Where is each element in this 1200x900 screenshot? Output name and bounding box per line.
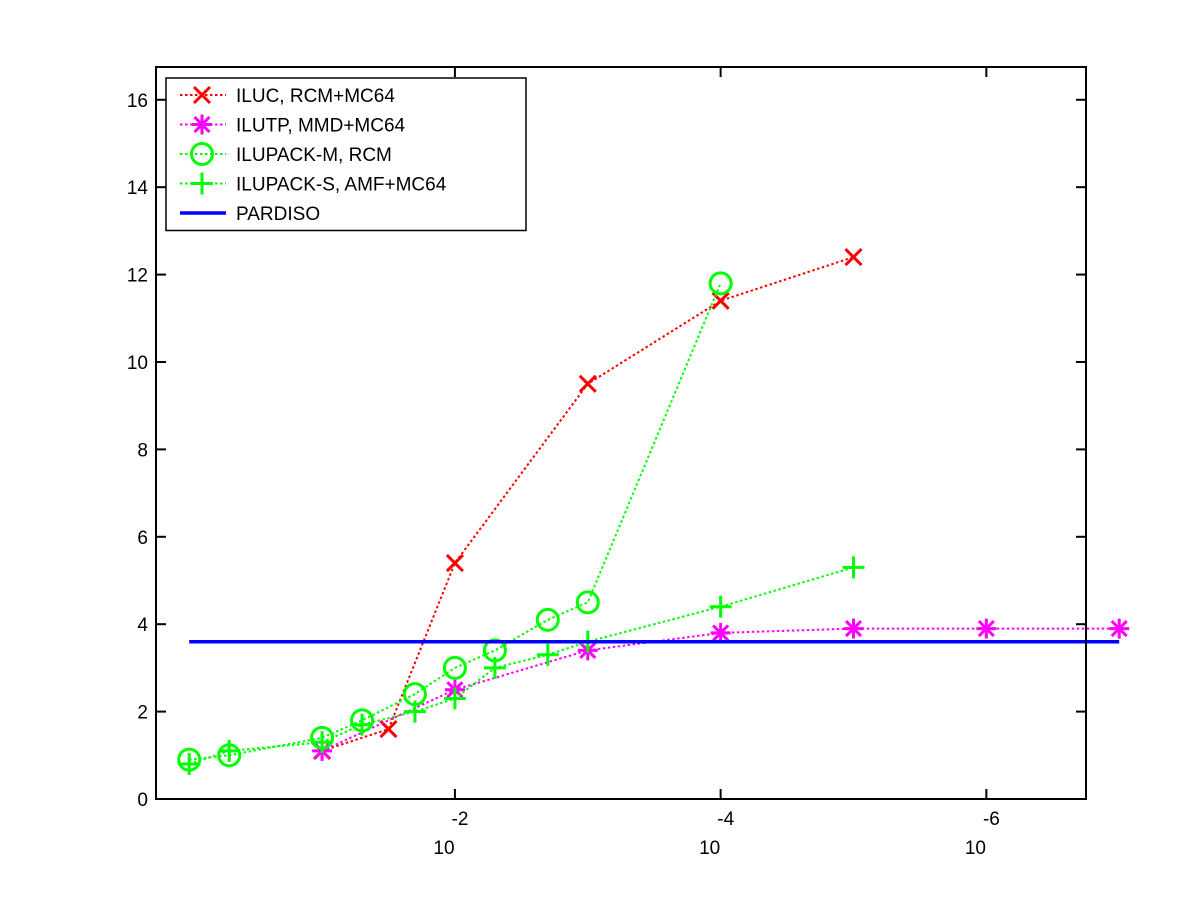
y-tick-label-1: 2 bbox=[137, 703, 148, 724]
data-point-3-3 bbox=[351, 713, 374, 736]
axes-layer: 0 2 4 6 8 10 12 14 16 10-2 10-4 10-6 bbox=[127, 66, 1087, 859]
data-point-3-0 bbox=[178, 753, 201, 776]
data-point-1-5 bbox=[976, 618, 997, 639]
legend-label-1: ILUTP, MMD+MC64 bbox=[236, 116, 406, 137]
legend-marker-2 bbox=[190, 142, 214, 166]
x-tick-label-2: 10-6 bbox=[965, 809, 1000, 859]
y-tick-label-6: 12 bbox=[127, 266, 148, 287]
legend-marker-1 bbox=[192, 114, 212, 135]
y-tick-label-0: 0 bbox=[137, 790, 148, 811]
legend-label-0: ILUC, RCM+MC64 bbox=[236, 86, 395, 107]
legend-label-4: PARDISO bbox=[236, 204, 320, 225]
data-point-0-5 bbox=[844, 248, 863, 267]
y-tick-label-4: 8 bbox=[137, 440, 148, 461]
y-tick-label-2: 4 bbox=[137, 615, 148, 636]
legend-entry-2: ILUPACK-M, RCM bbox=[180, 142, 392, 166]
axes-box bbox=[155, 66, 1087, 800]
legend-entry-4: PARDISO bbox=[180, 204, 320, 225]
x-tick-label-1: 10-4 bbox=[699, 809, 734, 859]
data-point-2-9 bbox=[708, 271, 733, 296]
series-layer bbox=[177, 248, 1130, 776]
data-point-3-2 bbox=[311, 731, 334, 754]
legend-marker-3 bbox=[191, 172, 213, 195]
data-point-1-3 bbox=[710, 622, 731, 643]
legend-entry-0: ILUC, RCM+MC64 bbox=[180, 85, 395, 107]
data-point-3-6 bbox=[483, 656, 506, 679]
data-point-3-4 bbox=[403, 700, 426, 723]
legend-entry-3: ILUPACK-S, AMF+MC64 bbox=[180, 172, 447, 196]
legend-label-2: ILUPACK-M, RCM bbox=[236, 145, 392, 166]
data-point-0-3 bbox=[578, 374, 597, 393]
series-line-2 bbox=[189, 282, 722, 761]
data-point-2-8 bbox=[575, 590, 600, 615]
data-point-3-10 bbox=[842, 556, 865, 579]
data-point-3-7 bbox=[536, 643, 559, 666]
y-tick-label-7: 14 bbox=[127, 178, 149, 199]
data-point-1-6 bbox=[1109, 618, 1130, 639]
legend-label-3: ILUPACK-S, AMF+MC64 bbox=[236, 175, 447, 196]
data-point-3-1 bbox=[218, 739, 241, 762]
y-tick-label-3: 6 bbox=[137, 528, 148, 549]
data-point-1-4 bbox=[843, 618, 864, 639]
data-point-3-9 bbox=[709, 595, 732, 618]
y-tick-label-8: 16 bbox=[127, 91, 148, 112]
legend-entry-1: ILUTP, MMD+MC64 bbox=[180, 114, 406, 137]
series-line-0 bbox=[321, 256, 854, 752]
data-point-0-2 bbox=[445, 553, 464, 573]
y-tick-label-5: 10 bbox=[127, 353, 148, 374]
legend-marker-0 bbox=[192, 85, 212, 105]
data-point-2-7 bbox=[535, 607, 560, 632]
data-point-3-5 bbox=[443, 687, 466, 710]
data-point-2-5 bbox=[442, 655, 467, 680]
legend: ILUC, RCM+MC64 ILUTP, MMD+MC64 ILUPACK-M, … bbox=[165, 77, 527, 232]
x-tick-label-0: 10-2 bbox=[433, 809, 468, 859]
